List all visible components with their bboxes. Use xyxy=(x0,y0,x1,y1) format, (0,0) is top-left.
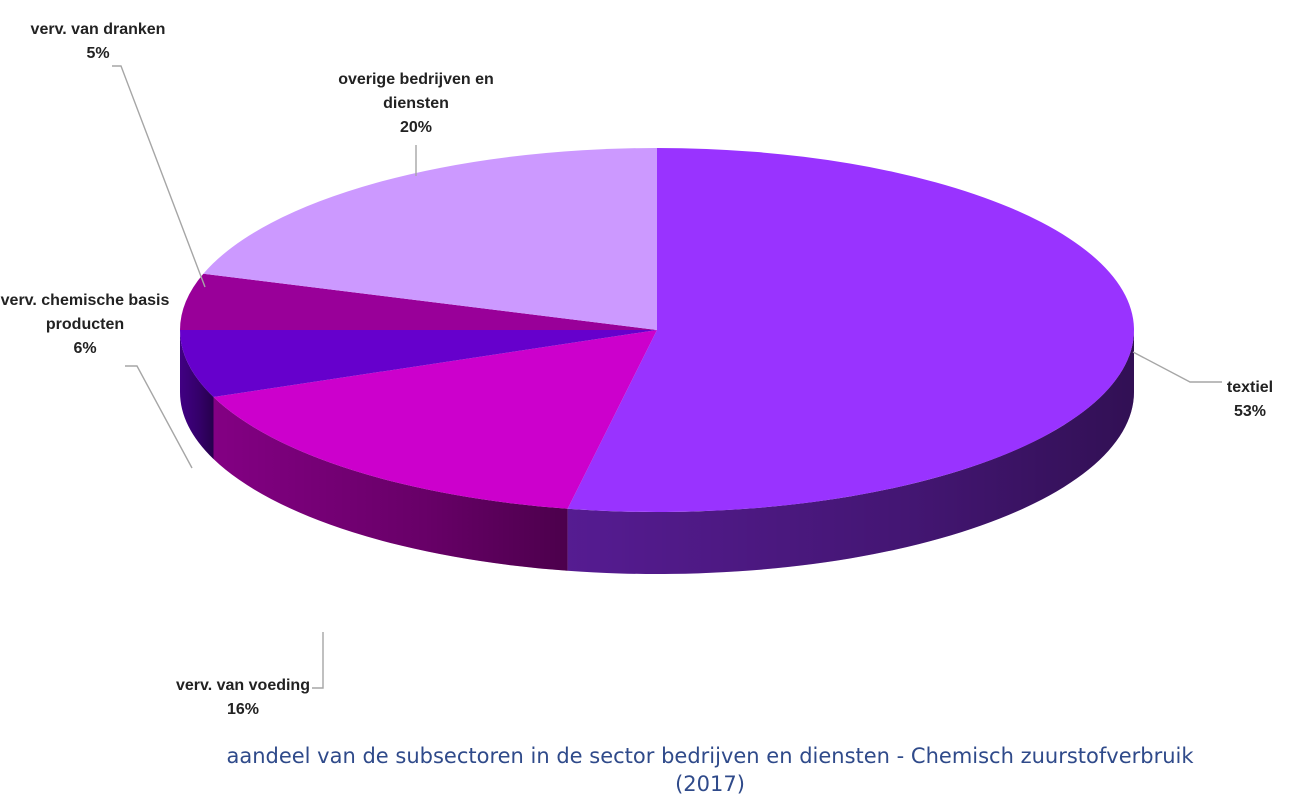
slice-label-textiel-line-1: textiel xyxy=(1227,379,1273,396)
pie-slice-chemische-basis-producten xyxy=(180,330,657,397)
slice-label-overige-line-2: diensten xyxy=(383,95,449,112)
slice-label-voeding-line-2: 16% xyxy=(227,701,259,718)
pie-side-shade-voeding xyxy=(213,396,568,571)
chart-caption: aandeel van de subsectoren in de sector … xyxy=(180,742,1240,798)
leader-line-dranken xyxy=(112,65,206,288)
slice-label-chemische-basis-producten-line-1: verv. chemische basis xyxy=(1,292,170,309)
pie-slice-dranken xyxy=(180,273,657,330)
slice-label-overige-line-1: overige bedrijven en xyxy=(338,71,494,88)
caption-line-2: (2017) xyxy=(675,772,745,796)
pie-slice-overige xyxy=(203,148,657,330)
slice-label-dranken-line-2: 5% xyxy=(86,45,109,62)
pie-slice-voeding xyxy=(213,330,657,509)
pie-side-shade-textiel xyxy=(567,330,1134,575)
slice-label-chemische-basis-producten-line-2: producten xyxy=(46,316,124,333)
caption-line-1: aandeel van de subsectoren in de sector … xyxy=(226,744,1194,768)
pie-slice-textiel xyxy=(567,148,1135,512)
leader-line-chemische-basis-producten xyxy=(125,365,193,469)
leader-line-textiel xyxy=(1132,351,1222,383)
slice-label-chemische-basis-producten-line-3: 6% xyxy=(73,340,96,357)
slice-label-overige-line-3: 20% xyxy=(400,119,432,136)
slice-label-voeding-line-1: verv. van voeding xyxy=(176,677,310,694)
leader-line-voeding xyxy=(312,632,324,689)
slice-label-dranken-line-1: verv. van dranken xyxy=(31,21,166,38)
pie-side-shade-chemische-basis-producten xyxy=(180,330,214,459)
slice-label-textiel-line-2: 53% xyxy=(1234,403,1266,420)
